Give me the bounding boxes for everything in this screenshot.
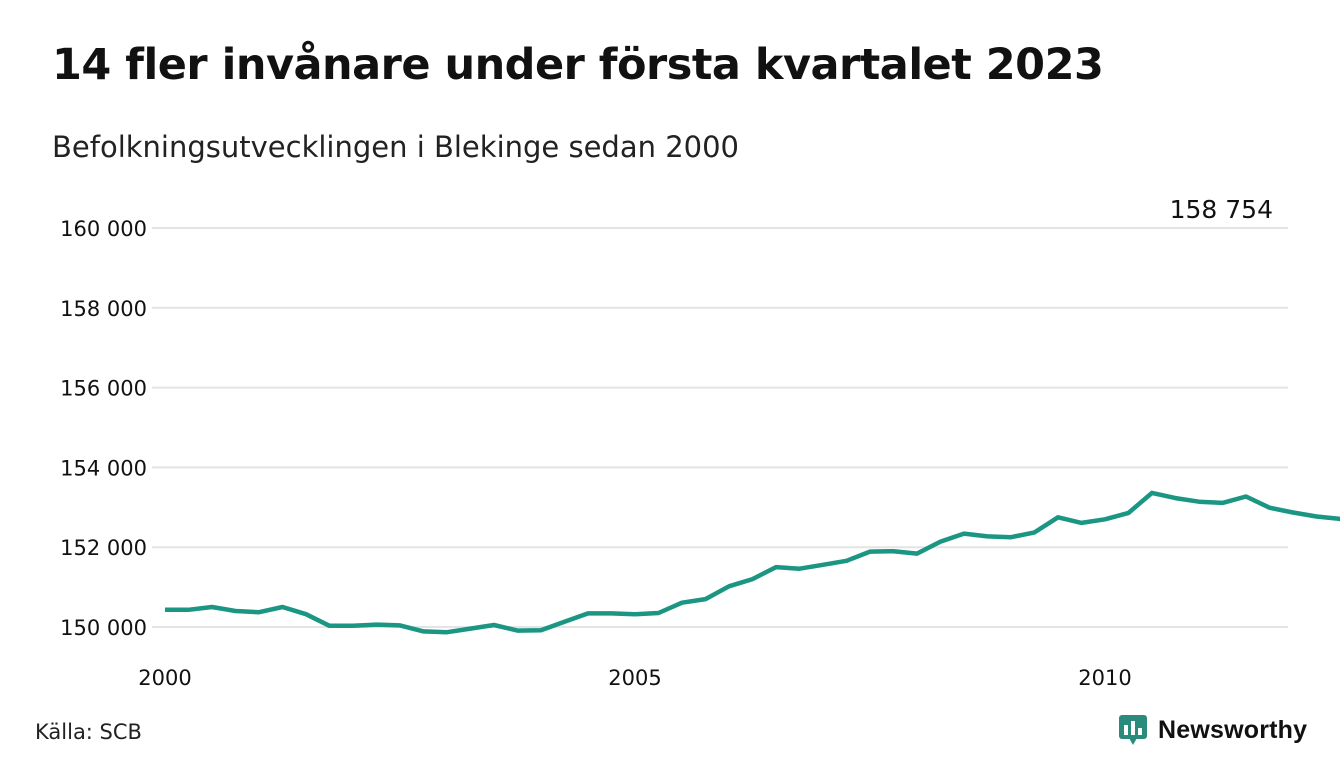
x-tick-label: 2005 (608, 666, 661, 690)
x-tick-label: 2010 (1078, 666, 1131, 690)
annotation-label: 158 754 (1170, 195, 1273, 224)
chart-subtitle: Befolkningsutvecklingen i Blekinge sedan… (52, 130, 740, 164)
y-tick-label: 158 000 (60, 297, 147, 321)
series-layer (165, 490, 1340, 635)
brand-name: Newsworthy (1158, 715, 1308, 744)
annotation: 158 754 (1170, 195, 1273, 224)
y-tick-label: 150 000 (60, 616, 147, 640)
chart-title: 14 fler invånare under första kvartalet … (52, 40, 1104, 90)
grid-lines (152, 227, 1288, 628)
y-tick-label: 152 000 (60, 536, 147, 560)
x-axis-tick-labels: 20002005201020152020 (138, 666, 1131, 690)
y-tick-label: 156 000 (60, 377, 147, 401)
x-tick-label: 2000 (138, 666, 191, 690)
y-tick-label: 154 000 (60, 456, 147, 480)
y-tick-label: 160 000 (60, 217, 147, 241)
brand-logo: Newsworthy (1118, 714, 1307, 746)
y-axis-tick-labels: 150 000 152 000 154 000 156 000 158 000 160 0… (60, 217, 147, 640)
source-note: Källa: SCB (35, 720, 142, 744)
series-line (165, 490, 1340, 635)
newsworthy-logo-icon (1119, 715, 1147, 745)
